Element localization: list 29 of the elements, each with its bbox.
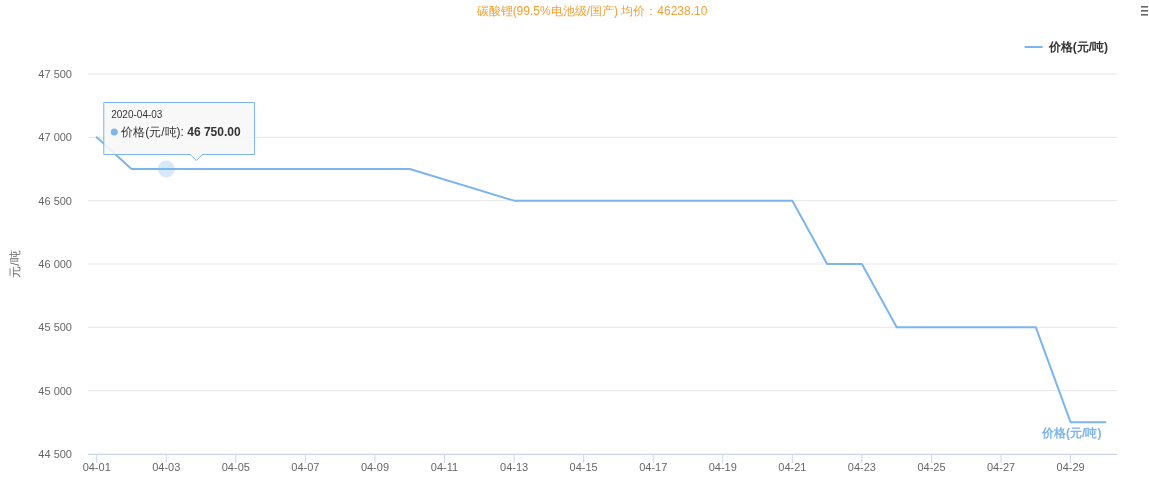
tooltip: 2020-04-03 价格(元/吨): 46 750.00 bbox=[103, 102, 255, 161]
y-tick-label: 45 000 bbox=[38, 384, 72, 397]
x-tick-label: 04-19 bbox=[708, 461, 737, 473]
x-tick-label: 04-29 bbox=[1056, 461, 1085, 473]
y-tick-label: 46 500 bbox=[38, 194, 72, 207]
x-tick-label: 04-07 bbox=[291, 461, 320, 473]
x-tick-label: 04-17 bbox=[639, 461, 668, 473]
chart-title: 碳酸锂(99.5%电池级/国产) 均价：46238.10 bbox=[475, 4, 708, 18]
x-tick-label: 04-01 bbox=[82, 461, 111, 473]
annotation: 2020-04-03 bbox=[111, 109, 163, 120]
x-tick-label: 04-25 bbox=[917, 461, 946, 473]
x-tick-label: 04-27 bbox=[986, 461, 1016, 473]
x-tick-label: 04-03 bbox=[152, 461, 181, 473]
x-tick-label: 04-09 bbox=[360, 461, 390, 473]
y-tick-label: 45 500 bbox=[38, 321, 72, 334]
annotation: 价格(元/吨): 46 750.00 bbox=[120, 125, 241, 139]
legend-label: 价格(元/吨) bbox=[1047, 40, 1108, 54]
x-tick-label: 04-15 bbox=[569, 461, 598, 473]
x-tick-label: 04-05 bbox=[221, 461, 250, 473]
text: 价格(元/吨) bbox=[1042, 426, 1102, 441]
y-tick-label: 47 000 bbox=[38, 131, 72, 144]
y-axis-title: 元/吨 bbox=[8, 250, 22, 278]
x-tick-label: 04-11 bbox=[430, 461, 459, 473]
x-tick-label: 04-23 bbox=[847, 461, 876, 473]
x-tick-label: 04-21 bbox=[778, 461, 807, 473]
y-tick-label: 44 500 bbox=[38, 448, 72, 460]
y-tick-label: 46 000 bbox=[38, 258, 72, 270]
y-tick-label: 47 500 bbox=[38, 68, 72, 80]
x-tick-label: 04-13 bbox=[500, 461, 529, 473]
